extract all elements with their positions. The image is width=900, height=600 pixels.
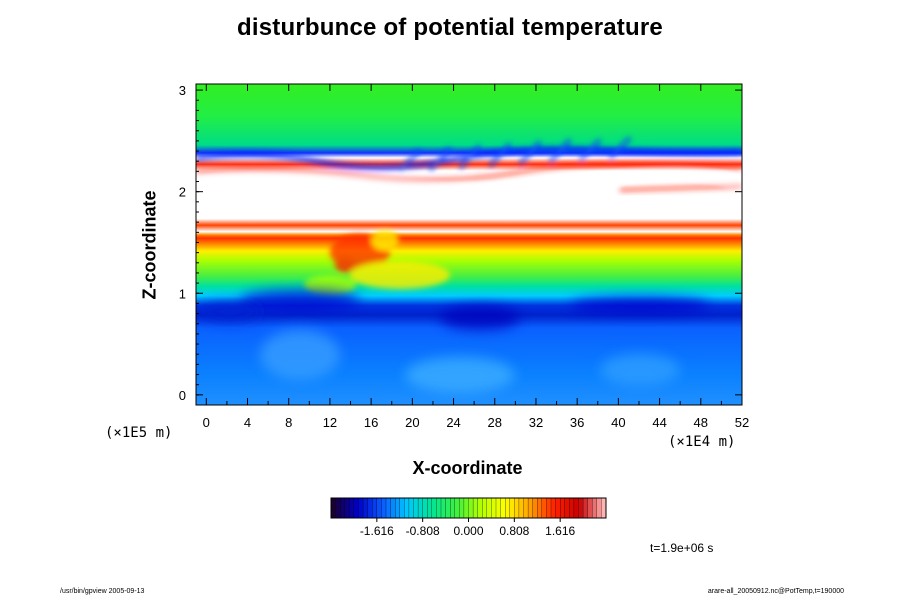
colorbar-cell xyxy=(546,497,552,519)
colorbar-cell xyxy=(390,497,396,519)
colorbar-cells xyxy=(330,497,607,519)
x-axis-label: X-coordinate xyxy=(412,458,523,478)
colorbar-cell xyxy=(367,497,373,519)
x-tick-label: 16 xyxy=(364,415,378,430)
colorbar-cell xyxy=(472,497,479,519)
x-axis-ticks: 0 4 8 12 16 20 24 28 32 36 40 44 48 52 xyxy=(203,84,749,430)
x-tick-label: 52 xyxy=(735,415,749,430)
colorbar-cell xyxy=(518,497,524,519)
colorbar-cell xyxy=(578,497,584,519)
colorbar-cell xyxy=(477,497,483,519)
x-tick-label: 0 xyxy=(203,415,210,430)
colorbar-cell xyxy=(573,497,579,519)
x-tick-label: 40 xyxy=(611,415,625,430)
colorbar-cell xyxy=(450,497,456,519)
footer-right: arare-all_20050912.nc@PotTemp,t=190000 xyxy=(707,588,844,595)
colorbar-cell xyxy=(550,497,557,519)
x-tick-label: 28 xyxy=(488,415,502,430)
colorbar-cell xyxy=(491,497,497,519)
colorbar-cell xyxy=(381,497,387,519)
colorbar-cell xyxy=(505,497,511,519)
colorbar-tick-label: -1.616 xyxy=(360,524,394,538)
time-label: t=1.9e+06 s xyxy=(650,541,714,555)
x-tick-label: 4 xyxy=(244,415,251,430)
colorbar-cell xyxy=(422,497,428,519)
x-tick-label: 12 xyxy=(323,415,337,430)
colorbar-ticks: -1.616 -0.808 0.000 0.808 1.616 xyxy=(360,518,576,538)
z-tick-label: 2 xyxy=(179,185,186,200)
colorbar-tick-label: 1.616 xyxy=(545,524,575,538)
x-tick-label: 44 xyxy=(652,415,666,430)
colorbar-cell xyxy=(468,497,474,519)
z-scale-note: (×1E5 m) xyxy=(105,425,173,441)
colorbar-cell xyxy=(399,497,405,519)
x-tick-label: 32 xyxy=(529,415,543,430)
colorbar-tick-label: 0.000 xyxy=(453,524,483,538)
colorbar-tick-label: -0.808 xyxy=(406,524,440,538)
colorbar-cell xyxy=(349,497,355,519)
colorbar-cell xyxy=(592,497,598,519)
colorbar-cell xyxy=(587,497,593,519)
colorbar-cell xyxy=(463,497,469,519)
colorbar-cell xyxy=(532,497,538,519)
colorbar-cell xyxy=(555,497,561,519)
colorbar-cell xyxy=(495,497,502,519)
colorbar-cell xyxy=(431,497,437,519)
colorbar-cell xyxy=(335,497,341,519)
colorbar-cell xyxy=(486,497,492,519)
colorbar-cell xyxy=(541,497,547,519)
z-tick-label: 0 xyxy=(179,388,186,403)
x-tick-label: 36 xyxy=(570,415,584,430)
colorbar-cell xyxy=(500,497,506,519)
colorbar-cell xyxy=(376,497,382,519)
chart-title: disturbunce of potential temperature xyxy=(237,14,663,41)
colorbar-cell xyxy=(509,497,515,519)
colorbar-cell xyxy=(459,497,465,519)
colorbar-cell xyxy=(344,497,350,519)
x-tick-label: 24 xyxy=(446,415,460,430)
colorbar-cell xyxy=(582,497,589,519)
colorbar-tick-label: 0.808 xyxy=(499,524,529,538)
colorbar-cell xyxy=(527,497,534,519)
x-tick-label: 48 xyxy=(694,415,708,430)
colorbar-cell xyxy=(372,497,378,519)
colorbar-cell xyxy=(560,497,566,519)
z-tick-label: 3 xyxy=(179,83,186,98)
colorbar-cell xyxy=(395,497,401,519)
colorbar-cell xyxy=(358,497,364,519)
z-axis-ticks: 0 1 2 3 xyxy=(179,83,742,403)
colorbar-cell xyxy=(436,497,442,519)
colorbar-cell xyxy=(385,497,392,519)
x-scale-note: (×1E4 m) xyxy=(668,434,736,450)
colorbar-cell xyxy=(440,497,447,519)
footer-left: /usr/bin/gpview 2005-09-13 xyxy=(60,588,145,595)
colorbar-cell xyxy=(445,497,451,519)
colorbar-cell xyxy=(427,497,433,519)
colorbar-cell xyxy=(523,497,529,519)
colorbar-cell xyxy=(362,497,369,519)
colorbar-cell xyxy=(353,497,359,519)
colorbar-cell xyxy=(408,497,414,519)
colorbar-cell xyxy=(330,497,337,519)
colorbar-cell xyxy=(482,497,488,519)
colorbar-cell xyxy=(340,497,346,519)
colorbar-cell xyxy=(413,497,419,519)
z-tick-label: 1 xyxy=(179,286,186,301)
colorbar-cell xyxy=(569,497,575,519)
colorbar-cell xyxy=(417,497,424,519)
colorbar-cell xyxy=(537,497,543,519)
colorbar-cell xyxy=(564,497,570,519)
colorbar-cell xyxy=(596,497,602,519)
temperature-field xyxy=(196,84,742,405)
colorbar-cell xyxy=(514,497,520,519)
x-tick-label: 8 xyxy=(285,415,292,430)
x-tick-label: 20 xyxy=(405,415,419,430)
colorbar-cell xyxy=(404,497,410,519)
colorbar-cell xyxy=(454,497,460,519)
